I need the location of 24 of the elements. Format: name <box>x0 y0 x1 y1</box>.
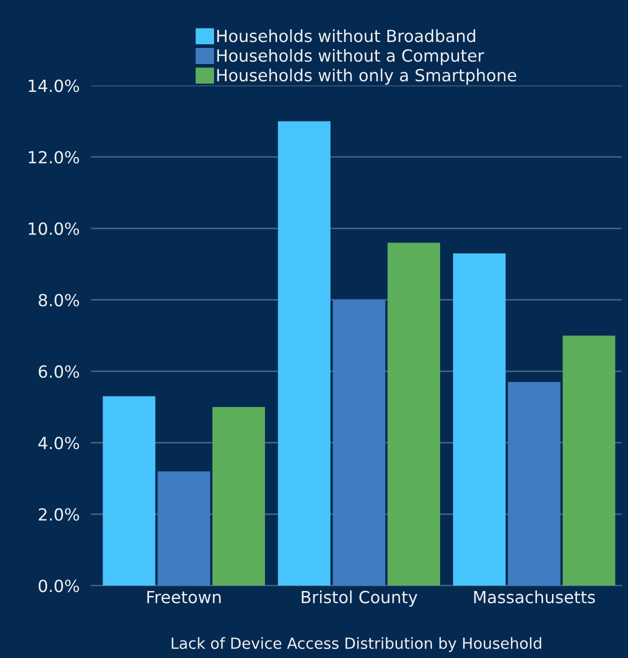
bar <box>102 396 156 586</box>
bar <box>158 471 210 586</box>
y-tick-label: 14.0% <box>28 80 80 92</box>
x-tick-label: Freetown <box>147 590 221 604</box>
legend-label: Households without a Computer <box>217 48 484 66</box>
bar <box>332 300 386 586</box>
bar <box>453 253 506 586</box>
legend-label: Households without Broadband <box>217 29 476 42</box>
x-tick-label: Bristol County <box>302 590 418 607</box>
x-tick-label: Massachusetts <box>474 590 595 604</box>
bar <box>508 382 560 586</box>
y-tick-label: 0.0% <box>38 580 80 592</box>
bar <box>388 242 440 586</box>
y-tick-label: 4.0% <box>38 436 80 450</box>
x-axis-title: Lack of Device Access Distribution by Household <box>172 637 542 652</box>
legend-label: Households with only a Smartphone <box>217 68 516 85</box>
y-tick-label: 8.0% <box>38 294 80 306</box>
bar <box>562 336 616 586</box>
bar <box>212 407 265 586</box>
y-tick-label: 6.0% <box>38 365 80 378</box>
bar <box>278 121 330 586</box>
y-tick-label: 2.0% <box>38 508 80 521</box>
y-tick-label: 10.0% <box>28 222 80 235</box>
y-tick-label: 12.0% <box>28 150 80 164</box>
